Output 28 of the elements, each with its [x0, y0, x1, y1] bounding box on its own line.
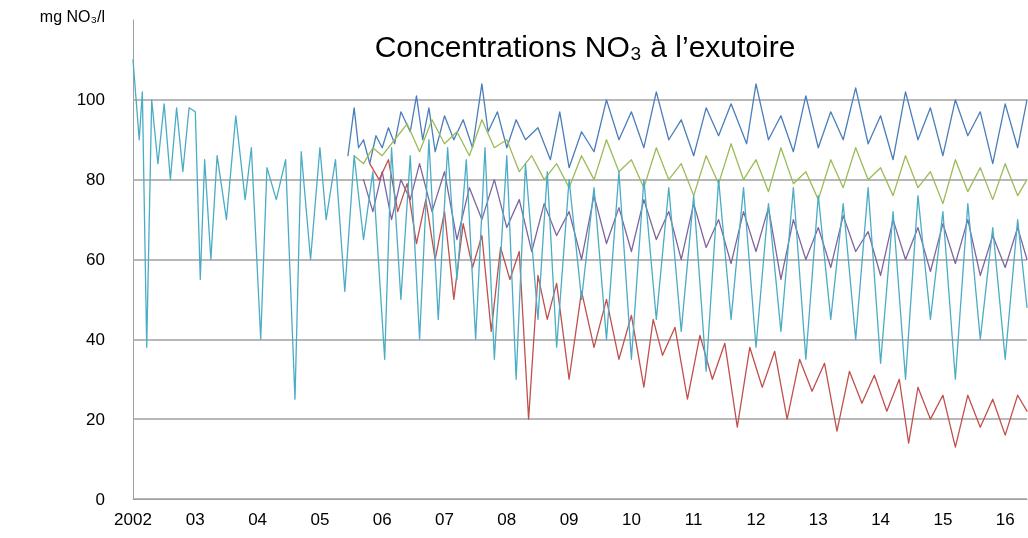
y-tick-label: 40: [86, 329, 105, 349]
line-series: [353, 119, 1028, 205]
x-tick-label: 04: [248, 510, 268, 529]
line-series: [369, 159, 1028, 448]
x-tick-label: 16: [995, 510, 1015, 529]
x-tick-label: 11: [684, 510, 703, 529]
line-series: [132, 59, 1028, 400]
x-tick-label: 10: [621, 510, 641, 529]
chart-title: Concentrations NO₃ à l’exutoire: [374, 29, 796, 63]
x-tick-label: 03: [185, 510, 205, 529]
y-tick-label: 100: [76, 90, 105, 110]
x-tick-label: 08: [497, 510, 517, 529]
x-tick-label: 15: [933, 510, 953, 529]
x-tick-label: 13: [808, 510, 828, 529]
y-tick-label: 60: [86, 250, 105, 269]
x-tick-label: 07: [435, 510, 454, 529]
x-tick-label: 14: [871, 510, 891, 529]
x-tick-label: 06: [372, 510, 392, 529]
y-axis-title: mg NO₃/l: [39, 7, 105, 25]
line-series: [362, 163, 1028, 281]
y-tick-label: 20: [86, 409, 105, 429]
y-tick-label: 0: [95, 489, 105, 509]
x-tick-label: 2002: [114, 510, 152, 529]
x-tick-label: 12: [746, 510, 766, 529]
x-tick-label: 05: [310, 510, 330, 529]
y-tick-label: 80: [86, 170, 105, 190]
line-series: [347, 83, 1028, 169]
x-tick-label: 09: [559, 510, 579, 529]
